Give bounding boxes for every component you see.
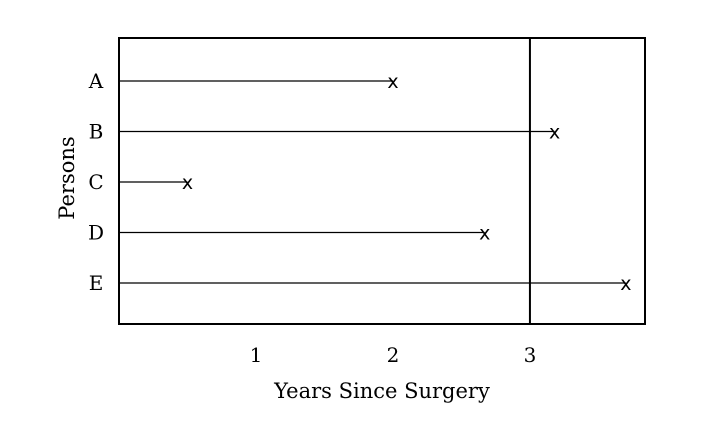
event-marker-d: x xyxy=(479,223,490,245)
y-tick-label-d: D xyxy=(88,221,104,245)
event-marker-c: x xyxy=(182,172,193,194)
y-tick-label-e: E xyxy=(89,271,104,295)
x-tick-label-3: 3 xyxy=(524,343,537,367)
x-tick-label-1: 1 xyxy=(250,343,263,367)
event-marker-e: x xyxy=(620,273,631,295)
data-marks: x x x x x xyxy=(119,71,631,295)
x-tick-label-2: 2 xyxy=(387,343,400,367)
event-marker-a: x xyxy=(387,71,398,93)
event-marker-b: x xyxy=(549,122,560,144)
x-tick-labels: 1 2 3 xyxy=(250,343,537,367)
y-tick-label-b: B xyxy=(89,120,104,144)
x-axis-label: Years Since Surgery xyxy=(273,379,490,403)
y-tick-label-c: C xyxy=(88,170,103,194)
y-tick-label-a: A xyxy=(88,69,104,93)
y-axis-label: Persons xyxy=(55,136,79,219)
plot-frame xyxy=(118,37,646,325)
y-tick-labels: A B C D E xyxy=(88,69,104,295)
